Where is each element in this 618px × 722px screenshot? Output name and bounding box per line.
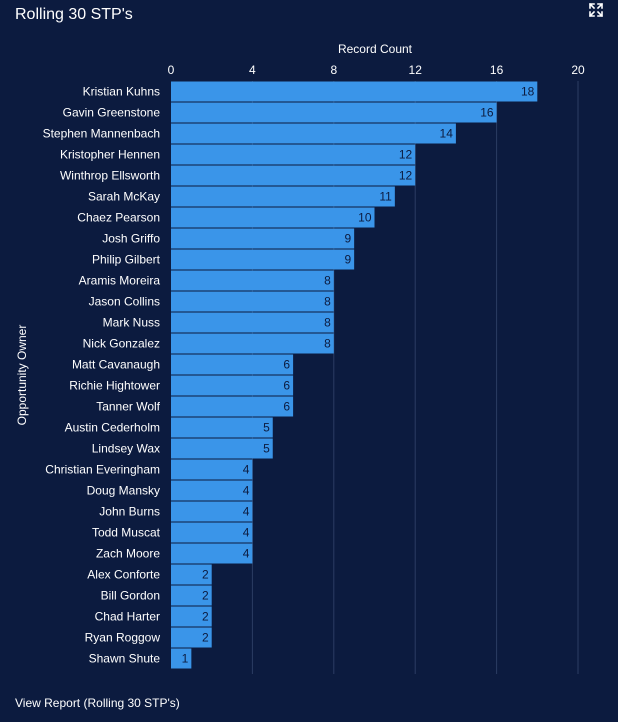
bar[interactable] bbox=[171, 396, 294, 417]
value-label: 4 bbox=[243, 547, 250, 561]
bar[interactable] bbox=[171, 459, 253, 480]
x-tick-label: 16 bbox=[490, 63, 504, 77]
value-label: 11 bbox=[379, 190, 392, 204]
category-label: Tanner Wolf bbox=[96, 400, 160, 414]
bar[interactable] bbox=[171, 585, 212, 606]
category-label: Nick Gonzalez bbox=[83, 337, 160, 351]
bar[interactable] bbox=[171, 648, 192, 669]
bar[interactable] bbox=[171, 564, 212, 585]
x-tick-label: 12 bbox=[409, 63, 423, 77]
value-label: 5 bbox=[263, 421, 270, 435]
bar[interactable] bbox=[171, 291, 334, 312]
category-label: Aramis Moreira bbox=[79, 274, 161, 288]
view-report-link[interactable]: View Report (Rolling 30 STP's) bbox=[15, 696, 180, 710]
value-label: 5 bbox=[263, 442, 270, 456]
value-label: 2 bbox=[202, 631, 209, 645]
bar[interactable] bbox=[171, 249, 355, 270]
category-label: Richie Hightower bbox=[69, 379, 160, 393]
bar[interactable] bbox=[171, 102, 497, 123]
category-label: Sarah McKay bbox=[88, 190, 160, 204]
value-label: 2 bbox=[202, 589, 209, 603]
category-label: Winthrop Ellsworth bbox=[60, 169, 160, 183]
x-tick-label: 20 bbox=[571, 63, 585, 77]
value-label: 6 bbox=[283, 379, 290, 393]
category-label: Bill Gordon bbox=[101, 589, 160, 603]
expand-button[interactable] bbox=[586, 0, 606, 20]
value-label: 8 bbox=[324, 274, 331, 288]
value-label: 6 bbox=[283, 400, 290, 414]
bar[interactable] bbox=[171, 501, 253, 522]
value-label: 14 bbox=[440, 127, 454, 141]
bar[interactable] bbox=[171, 543, 253, 564]
category-label: Chad Harter bbox=[95, 610, 160, 624]
category-label: John Burns bbox=[99, 505, 160, 519]
bar[interactable] bbox=[171, 186, 395, 207]
category-label: Chaez Pearson bbox=[77, 211, 160, 225]
bar[interactable] bbox=[171, 606, 212, 627]
category-label: Todd Muscat bbox=[92, 526, 161, 540]
x-tick-label: 0 bbox=[168, 63, 175, 77]
category-label: Shawn Shute bbox=[89, 652, 161, 666]
bar[interactable] bbox=[171, 144, 416, 165]
category-label: Kristopher Hennen bbox=[60, 148, 160, 162]
value-label: 6 bbox=[283, 358, 290, 372]
expand-arrows-icon bbox=[589, 3, 603, 17]
category-label: Alex Conforte bbox=[87, 568, 160, 582]
y-axis-title: Opportunity Owner bbox=[15, 324, 29, 426]
value-label: 4 bbox=[243, 484, 250, 498]
category-label: Doug Mansky bbox=[87, 484, 160, 498]
bars bbox=[171, 81, 538, 669]
value-label: 12 bbox=[399, 169, 413, 183]
x-tick-label: 4 bbox=[249, 63, 256, 77]
value-label: 4 bbox=[243, 526, 250, 540]
bar[interactable] bbox=[171, 438, 273, 459]
value-label: 10 bbox=[358, 211, 372, 225]
category-label: Zach Moore bbox=[96, 547, 160, 561]
category-label: Mark Nuss bbox=[103, 316, 160, 330]
category-label: Lindsey Wax bbox=[92, 442, 160, 456]
value-label: 9 bbox=[344, 232, 351, 246]
x-tick-label: 8 bbox=[330, 63, 337, 77]
category-label: Josh Griffo bbox=[102, 232, 160, 246]
bar[interactable] bbox=[171, 354, 294, 375]
bar[interactable] bbox=[171, 270, 334, 291]
value-label: 16 bbox=[480, 106, 494, 120]
category-label: Ryan Roggow bbox=[85, 631, 161, 645]
bar[interactable] bbox=[171, 417, 273, 438]
category-label: Matt Cavanaugh bbox=[72, 358, 160, 372]
value-label: 8 bbox=[324, 295, 331, 309]
category-label: Stephen Mannenbach bbox=[43, 127, 160, 141]
bar[interactable] bbox=[171, 312, 334, 333]
bar[interactable] bbox=[171, 81, 538, 102]
bar[interactable] bbox=[171, 522, 253, 543]
category-label: Christian Everingham bbox=[45, 463, 160, 477]
value-label: 12 bbox=[399, 148, 413, 162]
x-axis-title: Record Count bbox=[338, 42, 413, 56]
category-label: Austin Cederholm bbox=[65, 421, 160, 435]
value-label: 18 bbox=[521, 85, 535, 99]
bar[interactable] bbox=[171, 375, 294, 396]
value-label: 2 bbox=[202, 568, 209, 582]
category-label: Jason Collins bbox=[89, 295, 160, 309]
category-label: Philip Gilbert bbox=[92, 253, 161, 267]
value-label: 4 bbox=[243, 505, 250, 519]
value-label: 8 bbox=[324, 337, 331, 351]
bar[interactable] bbox=[171, 627, 212, 648]
bar[interactable] bbox=[171, 228, 355, 249]
bar[interactable] bbox=[171, 123, 456, 144]
value-label: 9 bbox=[344, 253, 351, 267]
value-label: 2 bbox=[202, 610, 209, 624]
bar[interactable] bbox=[171, 165, 416, 186]
card-title: Rolling 30 STP's bbox=[15, 6, 133, 23]
category-label: Gavin Greenstone bbox=[63, 106, 161, 120]
value-label: 8 bbox=[324, 316, 331, 330]
bar[interactable] bbox=[171, 207, 375, 228]
bar[interactable] bbox=[171, 333, 334, 354]
bar[interactable] bbox=[171, 480, 253, 501]
value-label: 1 bbox=[182, 652, 189, 666]
value-label: 4 bbox=[243, 463, 250, 477]
category-label: Kristian Kuhns bbox=[83, 85, 160, 99]
